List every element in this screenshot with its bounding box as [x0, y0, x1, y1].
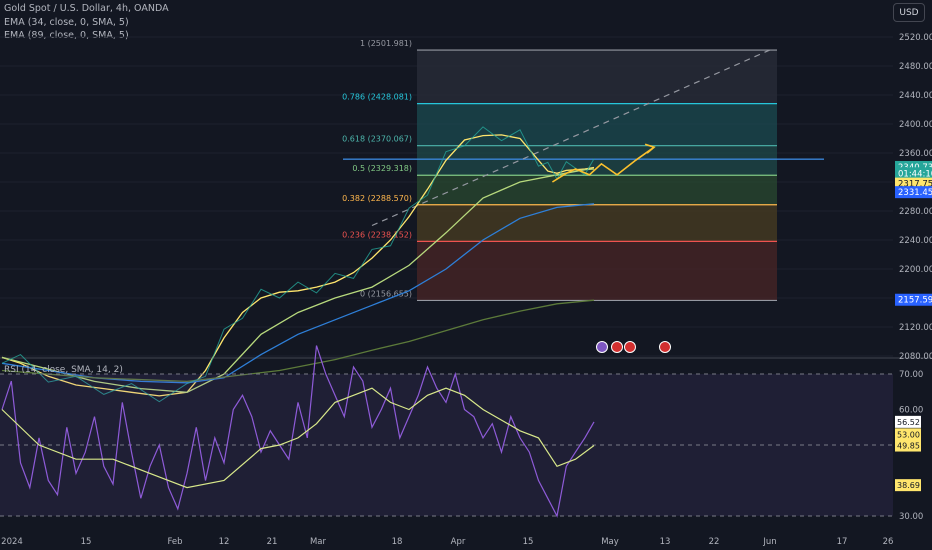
price-tick-label: 2440.00: [899, 91, 932, 101]
rsi-value-badge-text: 53.00: [897, 430, 920, 439]
price-tick-label: 2200.00: [899, 265, 932, 275]
price-tick-label: 2360.00: [899, 149, 932, 159]
projection-path: [551, 146, 655, 183]
time-tick-label: 12: [219, 537, 230, 547]
fib-level-label: 0.382 (2288.570): [342, 194, 412, 203]
fib-zone: [417, 175, 777, 205]
fib-level-label: 0.786 (2428.081): [342, 93, 412, 102]
time-tick-label: Mar: [310, 537, 327, 547]
price-axis-badge: [895, 293, 932, 306]
time-tick-label: 18: [392, 537, 403, 547]
fib-level-label: 0.236 (2238.152): [342, 230, 412, 239]
price-axis-badge-text: 2331.451: [898, 188, 932, 198]
rsi-tick-label: 70.00: [899, 370, 923, 380]
price-axis-badge-text: 2157.591: [898, 296, 932, 306]
us-flag-event-icon[interactable]: [611, 341, 623, 353]
time-tick-label: 15: [81, 537, 92, 547]
price-axis-badge-text: 2317.751: [898, 180, 932, 190]
rsi-value-badge: [895, 415, 921, 428]
rsi-series-rsi-ma: [1, 387, 595, 489]
ema34-legend[interactable]: EMA (34, close, 0, SMA, 5): [4, 17, 129, 28]
symbol-legend[interactable]: Gold Spot / U.S. Dollar, 4h, OANDA: [4, 3, 169, 14]
series-line-ema-slow: [1, 299, 595, 383]
fib-zone: [417, 145, 777, 176]
rsi-series-rsi: [1, 345, 595, 518]
time-tick-label: 2024: [1, 537, 23, 547]
price-tick-label: 2480.00: [899, 62, 932, 72]
projection-arrowhead: [644, 143, 656, 154]
rsi-pane: RSI (14, close, SMA, 14, 2): [0, 345, 893, 518]
price-axis-badge-text: 01:44:10: [898, 169, 932, 179]
time-tick-label: 22: [709, 537, 720, 547]
price-series: [1, 49, 824, 403]
event-icon-circle: [659, 341, 671, 353]
fib-level-label: 1 (2501.981): [360, 39, 412, 48]
series-line-ema-long: [1, 203, 595, 384]
price-axis-badge: [895, 186, 932, 199]
time-axis[interactable]: 2024 15 Feb 12 21 Mar 18 Apr 15 May 13 22 Jun 17 26: [1, 537, 893, 547]
fib-level-label: 0 (2156.655): [360, 289, 412, 298]
fibonacci-retracement[interactable]: 1 (2501.981) 0.786 (2428.081) 0.618 (2370.…: [342, 39, 777, 302]
time-tick-label: 21: [267, 537, 278, 547]
price-axis-badge: [895, 167, 932, 180]
time-tick-label: Jun: [762, 537, 776, 547]
rsi-value-badge-text: 56.52: [897, 418, 920, 427]
time-tick-label: May: [601, 537, 619, 547]
fib-zone: [417, 204, 777, 242]
fib-zone: [417, 50, 777, 104]
price-axis[interactable]: 2080.002120.002160.002200.002240.002280.…: [895, 33, 932, 522]
time-tick-label: Apr: [451, 537, 466, 547]
price-candles: [1, 126, 595, 403]
rsi-value-badge: [895, 439, 921, 452]
fib-zone: [417, 241, 777, 301]
price-tick-label: 2280.00: [899, 207, 932, 217]
price-tick-label: 2120.00: [899, 323, 932, 333]
rsi-tick-label: 30.00: [899, 512, 923, 522]
event-icon-circle: [611, 341, 623, 353]
rsi-value-badge-text: 49.85: [897, 442, 920, 451]
rsi-value-badge: [895, 479, 921, 492]
price-tick-label: 2400.00: [899, 120, 932, 130]
price-tick-label: 2240.00: [899, 236, 932, 246]
rsi-value-badge-text: 38.69: [897, 481, 920, 490]
fib-zone: [417, 103, 777, 146]
event-icons[interactable]: [596, 341, 671, 353]
us-flag-event-icon[interactable]: [659, 341, 671, 353]
rsi-value-badge: [895, 428, 921, 441]
rsi-tick-label: 60.00: [899, 406, 923, 416]
lightning-event-icon[interactable]: [596, 341, 608, 353]
price-tick-label: 2520.00: [899, 33, 932, 43]
fib-level-label: 0.5 (2329.318): [352, 164, 412, 173]
time-tick-label: 15: [523, 537, 534, 547]
price-tick-label: 2080.00: [899, 352, 932, 362]
series-line-ema-34: [1, 134, 595, 397]
us-flag-event-icon[interactable]: [624, 341, 636, 353]
time-tick-label: 26: [883, 537, 894, 547]
fib-level-label: 0.618 (2370.067): [342, 135, 412, 144]
rsi-label: RSI (14, close, SMA, 14, 2): [4, 365, 123, 375]
time-tick-label: Feb: [167, 537, 182, 547]
event-icon-circle: [596, 341, 608, 353]
event-icon-circle: [624, 341, 636, 353]
ema89-legend[interactable]: EMA (89, close, 0, SMA, 5): [4, 30, 129, 41]
time-tick-label: 17: [837, 537, 848, 547]
time-tick-label: 13: [660, 537, 671, 547]
rsi-band: [0, 374, 893, 516]
currency-button[interactable]: USD: [893, 3, 925, 22]
